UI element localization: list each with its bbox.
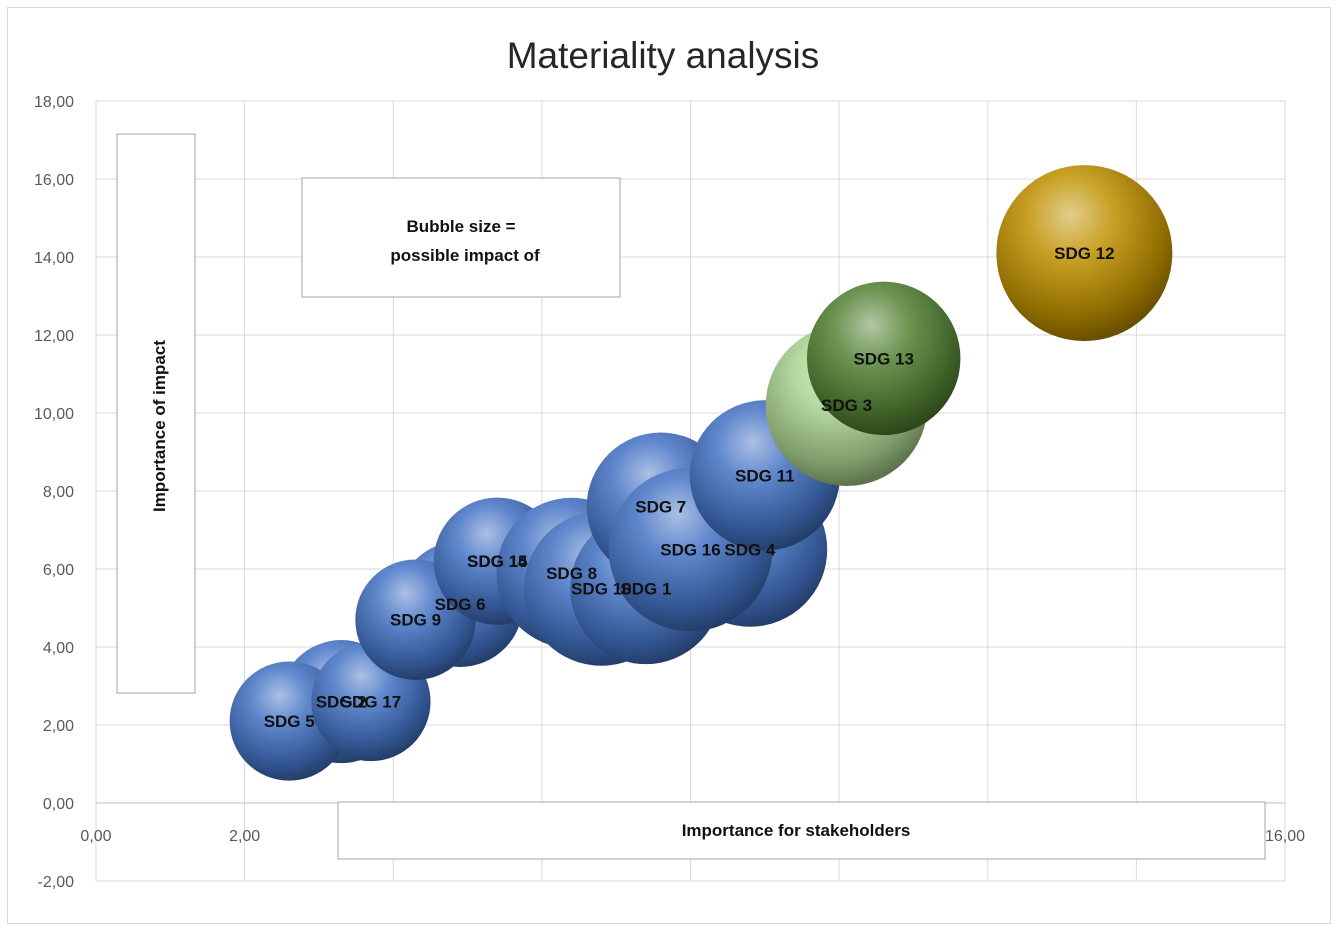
x-tick-label: 16,00 (1265, 828, 1305, 845)
bubble-label: SDG 16 (660, 541, 720, 560)
y-tick-label: 2,00 (43, 718, 74, 735)
y-axis-title: Importance of impact (150, 340, 169, 512)
bubble-label: SDG 8 (546, 564, 597, 583)
bubble-size-note: Bubble size = possible impact of (301, 177, 621, 298)
bubble-label: SDG 13 (853, 349, 913, 368)
bubble-label: SDG 2 (316, 693, 367, 712)
x-tick-label: 2,00 (229, 828, 260, 845)
y-tick-label: 12,00 (34, 328, 74, 345)
y-axis-title-box: Importance of impact (116, 133, 196, 694)
y-tick-label: 10,00 (34, 406, 74, 423)
y-tick-label: 16,00 (34, 172, 74, 189)
y-tick-label: 6,00 (43, 562, 74, 579)
bubble-label: SDG 3 (821, 396, 872, 415)
x-axis-title-box: Importance for stakeholders (337, 801, 1266, 860)
x-axis-title: Importance for stakeholders (682, 821, 911, 840)
y-tick-label: 4,00 (43, 640, 74, 657)
bubble-label: SDG 1 (620, 580, 671, 599)
bubble-label: SDG 6 (435, 595, 486, 614)
bubble-label: SDG 14 (467, 552, 528, 571)
bubble-label: SDG 11 (735, 466, 795, 485)
y-tick-label: 8,00 (43, 484, 74, 501)
note-line-1: Bubble size = (406, 217, 515, 236)
bubble-label: SDG 12 (1054, 244, 1114, 263)
bubble-label: SDG 9 (390, 611, 441, 630)
chart-area (7, 7, 1331, 924)
bubble-label: SDG 7 (635, 498, 686, 517)
axes: -2,00 0,00 2,00 4,00 6,00 8,00 10,00 12,00 14,00… (34, 94, 1305, 891)
bubble-label: SDG 5 (264, 712, 315, 731)
bubble-label: SDG 17 (341, 693, 401, 712)
bubble-sdg-12 (996, 165, 1173, 342)
note-line-2: possible impact of (390, 246, 540, 265)
chart-title: Materiality analysis (507, 35, 820, 76)
bubble-label: SDG 4 (724, 541, 776, 560)
bubble-label: SDG 10 (571, 580, 631, 599)
y-tick-label: 0,00 (43, 796, 74, 813)
y-tick-label: 18,00 (34, 94, 74, 111)
y-tick-label: 14,00 (34, 250, 74, 267)
x-tick-label: 0,00 (80, 828, 111, 845)
bubble-sdg-13 (806, 281, 961, 436)
bubbles (229, 165, 1173, 781)
y-tick-label: -2,00 (38, 874, 75, 891)
bubble-label: SDG 15 (467, 552, 527, 571)
